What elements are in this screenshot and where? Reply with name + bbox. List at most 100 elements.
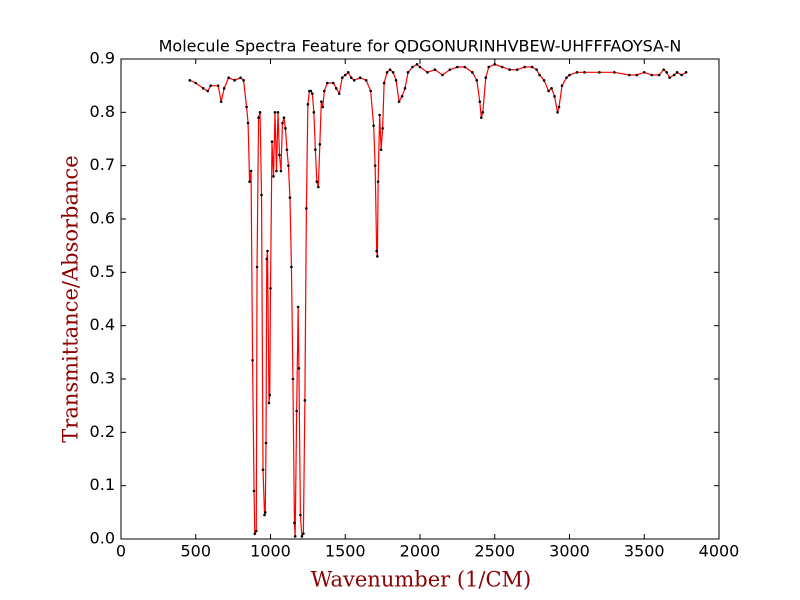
x-tick-label: 4000 bbox=[699, 542, 740, 561]
data-point bbox=[493, 63, 497, 66]
data-point bbox=[297, 367, 301, 370]
data-point bbox=[278, 153, 281, 157]
data-point bbox=[500, 65, 504, 69]
data-point bbox=[267, 401, 271, 405]
data-point bbox=[326, 81, 329, 85]
data-point bbox=[201, 87, 205, 90]
data-point bbox=[321, 105, 325, 109]
data-point bbox=[268, 393, 272, 397]
x-tick-label: 2500 bbox=[474, 542, 515, 561]
data-point bbox=[331, 81, 335, 85]
data-point bbox=[261, 468, 265, 471]
y-tick-label: 0.9 bbox=[90, 49, 115, 68]
data-point bbox=[565, 76, 568, 79]
data-point bbox=[317, 185, 320, 189]
data-point bbox=[557, 105, 561, 109]
data-point bbox=[635, 73, 639, 77]
data-point bbox=[418, 65, 422, 69]
data-point bbox=[376, 255, 379, 258]
data-point bbox=[542, 79, 546, 82]
data-point bbox=[254, 529, 258, 533]
data-point bbox=[276, 111, 280, 114]
data-point bbox=[227, 76, 230, 79]
data-point bbox=[251, 359, 254, 362]
data-point bbox=[275, 169, 278, 173]
data-point bbox=[288, 196, 292, 199]
data-point bbox=[279, 169, 283, 173]
data-point bbox=[306, 103, 310, 106]
data-point bbox=[252, 489, 256, 493]
y-axis-label: Transmittance/Absorbance bbox=[59, 155, 83, 442]
data-point bbox=[426, 71, 429, 74]
data-point bbox=[264, 441, 268, 445]
data-point bbox=[219, 100, 223, 103]
data-point bbox=[340, 76, 344, 79]
data-point bbox=[628, 73, 631, 77]
data-point bbox=[233, 79, 236, 82]
data-point bbox=[568, 73, 571, 77]
x-tick-label: 500 bbox=[180, 542, 211, 561]
data-point bbox=[358, 76, 362, 79]
y-tick-label: 0.4 bbox=[90, 315, 115, 334]
data-point bbox=[269, 287, 272, 290]
data-point bbox=[535, 68, 538, 71]
data-point bbox=[394, 79, 398, 82]
data-point bbox=[613, 71, 616, 74]
data-point bbox=[188, 79, 192, 82]
data-point bbox=[312, 111, 316, 114]
data-point bbox=[475, 79, 479, 82]
data-point bbox=[293, 535, 297, 538]
data-point bbox=[216, 84, 220, 87]
data-point bbox=[249, 169, 253, 173]
x-tick-label: 3000 bbox=[549, 542, 590, 561]
data-point bbox=[245, 105, 248, 109]
data-point bbox=[285, 148, 289, 151]
data-point bbox=[583, 71, 586, 74]
data-point bbox=[433, 68, 437, 71]
data-point bbox=[272, 175, 275, 178]
data-point bbox=[299, 513, 302, 517]
data-point bbox=[291, 377, 295, 381]
data-point bbox=[379, 148, 383, 151]
data-point bbox=[680, 73, 683, 77]
data-point bbox=[334, 87, 338, 90]
data-point bbox=[406, 71, 410, 74]
x-tick-label: 2000 bbox=[400, 542, 441, 561]
data-point bbox=[222, 87, 226, 90]
data-point bbox=[642, 71, 646, 74]
data-point bbox=[369, 89, 372, 93]
data-point bbox=[388, 68, 392, 71]
data-point bbox=[263, 511, 267, 514]
data-point bbox=[248, 180, 251, 183]
chart-title: Molecule Spectra Feature for QDGONURINHV… bbox=[159, 37, 682, 56]
data-point bbox=[515, 68, 519, 71]
data-point bbox=[560, 84, 564, 87]
data-point bbox=[575, 71, 579, 74]
data-point bbox=[441, 73, 444, 77]
x-tick-label: 3500 bbox=[624, 542, 665, 561]
data-point bbox=[523, 65, 526, 69]
data-point bbox=[484, 76, 488, 79]
data-point bbox=[266, 249, 269, 253]
y-tick-label: 0.5 bbox=[90, 262, 115, 281]
data-point bbox=[337, 92, 341, 95]
data-point bbox=[415, 63, 419, 66]
data-point bbox=[382, 81, 386, 85]
data-point bbox=[598, 71, 601, 74]
data-point bbox=[284, 127, 287, 130]
data-point bbox=[662, 68, 665, 71]
data-point bbox=[372, 124, 375, 127]
data-point bbox=[265, 257, 269, 261]
data-point bbox=[547, 89, 550, 93]
data-point bbox=[320, 100, 323, 103]
data-point bbox=[239, 76, 242, 79]
x-tick-label: 1000 bbox=[250, 542, 291, 561]
data-point bbox=[378, 113, 381, 117]
data-point bbox=[373, 164, 377, 167]
data-point bbox=[300, 535, 304, 538]
data-point bbox=[481, 111, 485, 114]
data-point bbox=[318, 143, 322, 146]
data-point bbox=[194, 81, 198, 85]
data-point bbox=[375, 249, 378, 253]
